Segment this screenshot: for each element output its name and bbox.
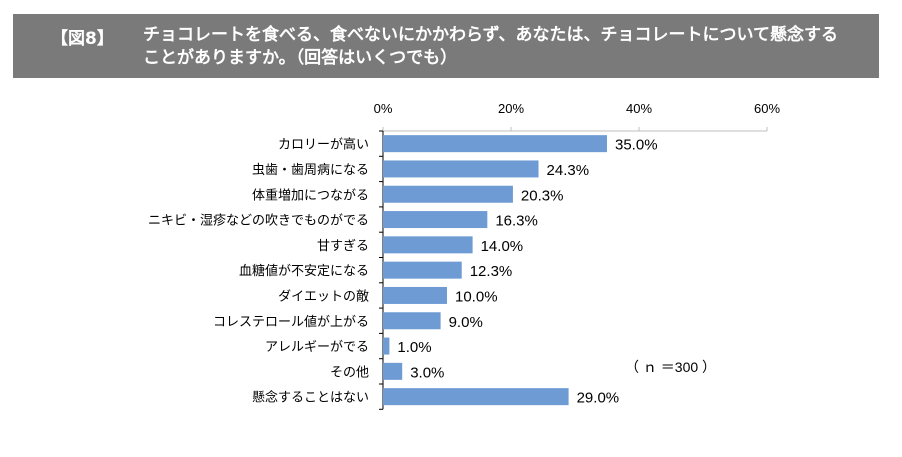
bar	[383, 286, 447, 304]
bar	[383, 388, 569, 406]
bar	[383, 185, 513, 203]
category-label: 甘すぎる	[317, 239, 369, 254]
category-label: 血糖値が不安定になる	[239, 263, 369, 279]
value-label: 29.0%	[577, 390, 620, 407]
value-label: 10.0%	[455, 288, 498, 305]
value-label: 20.3%	[521, 187, 564, 204]
title-bar: 【図8】 チョコレートを食べる、食べないにかかわらず、あなたは、チョコレートにつ…	[13, 14, 879, 78]
category-label: 懸念することはない	[252, 390, 369, 406]
category-label: その他	[330, 365, 369, 380]
bar	[383, 261, 462, 279]
x-tick-label: 20%	[498, 101, 524, 116]
category-label: 体重増加につながる	[252, 187, 369, 203]
category-label: ニキビ・湿疹などの吹きでものがでる	[148, 213, 369, 229]
value-label: 14.0%	[481, 238, 524, 255]
value-label: 35.0%	[615, 137, 658, 154]
sample-size-note: （ ｎ ＝300 ）	[625, 359, 717, 375]
figure-label: 【図8】	[51, 29, 114, 49]
category-label: アレルギーがでる	[265, 340, 369, 355]
chart-title: チョコレートを食べる、食べないにかかわらず、あなたは、チョコレートについて懸念す…	[143, 25, 838, 68]
value-label: 12.3%	[470, 263, 513, 280]
value-label: 3.0%	[410, 364, 444, 381]
bar	[383, 211, 488, 229]
x-tick-label: 60%	[754, 101, 780, 116]
category-label: コレステロール値が上がる	[213, 314, 369, 330]
bar	[383, 236, 473, 254]
x-tick-label: 0%	[374, 101, 393, 116]
bar	[383, 312, 441, 330]
x-tick-label: 40%	[626, 101, 652, 116]
value-label: 16.3%	[495, 213, 538, 230]
category-label: 虫歯・歯周病になる	[252, 163, 369, 178]
bar	[383, 362, 403, 380]
bar	[383, 135, 607, 153]
value-label: 1.0%	[397, 339, 431, 356]
bar	[383, 337, 390, 355]
value-label: 24.3%	[547, 162, 590, 179]
category-label: カロリーが高い	[278, 137, 369, 153]
category-label: ダイエットの敵	[278, 288, 369, 304]
bar	[383, 160, 539, 178]
value-label: 9.0%	[449, 314, 483, 331]
